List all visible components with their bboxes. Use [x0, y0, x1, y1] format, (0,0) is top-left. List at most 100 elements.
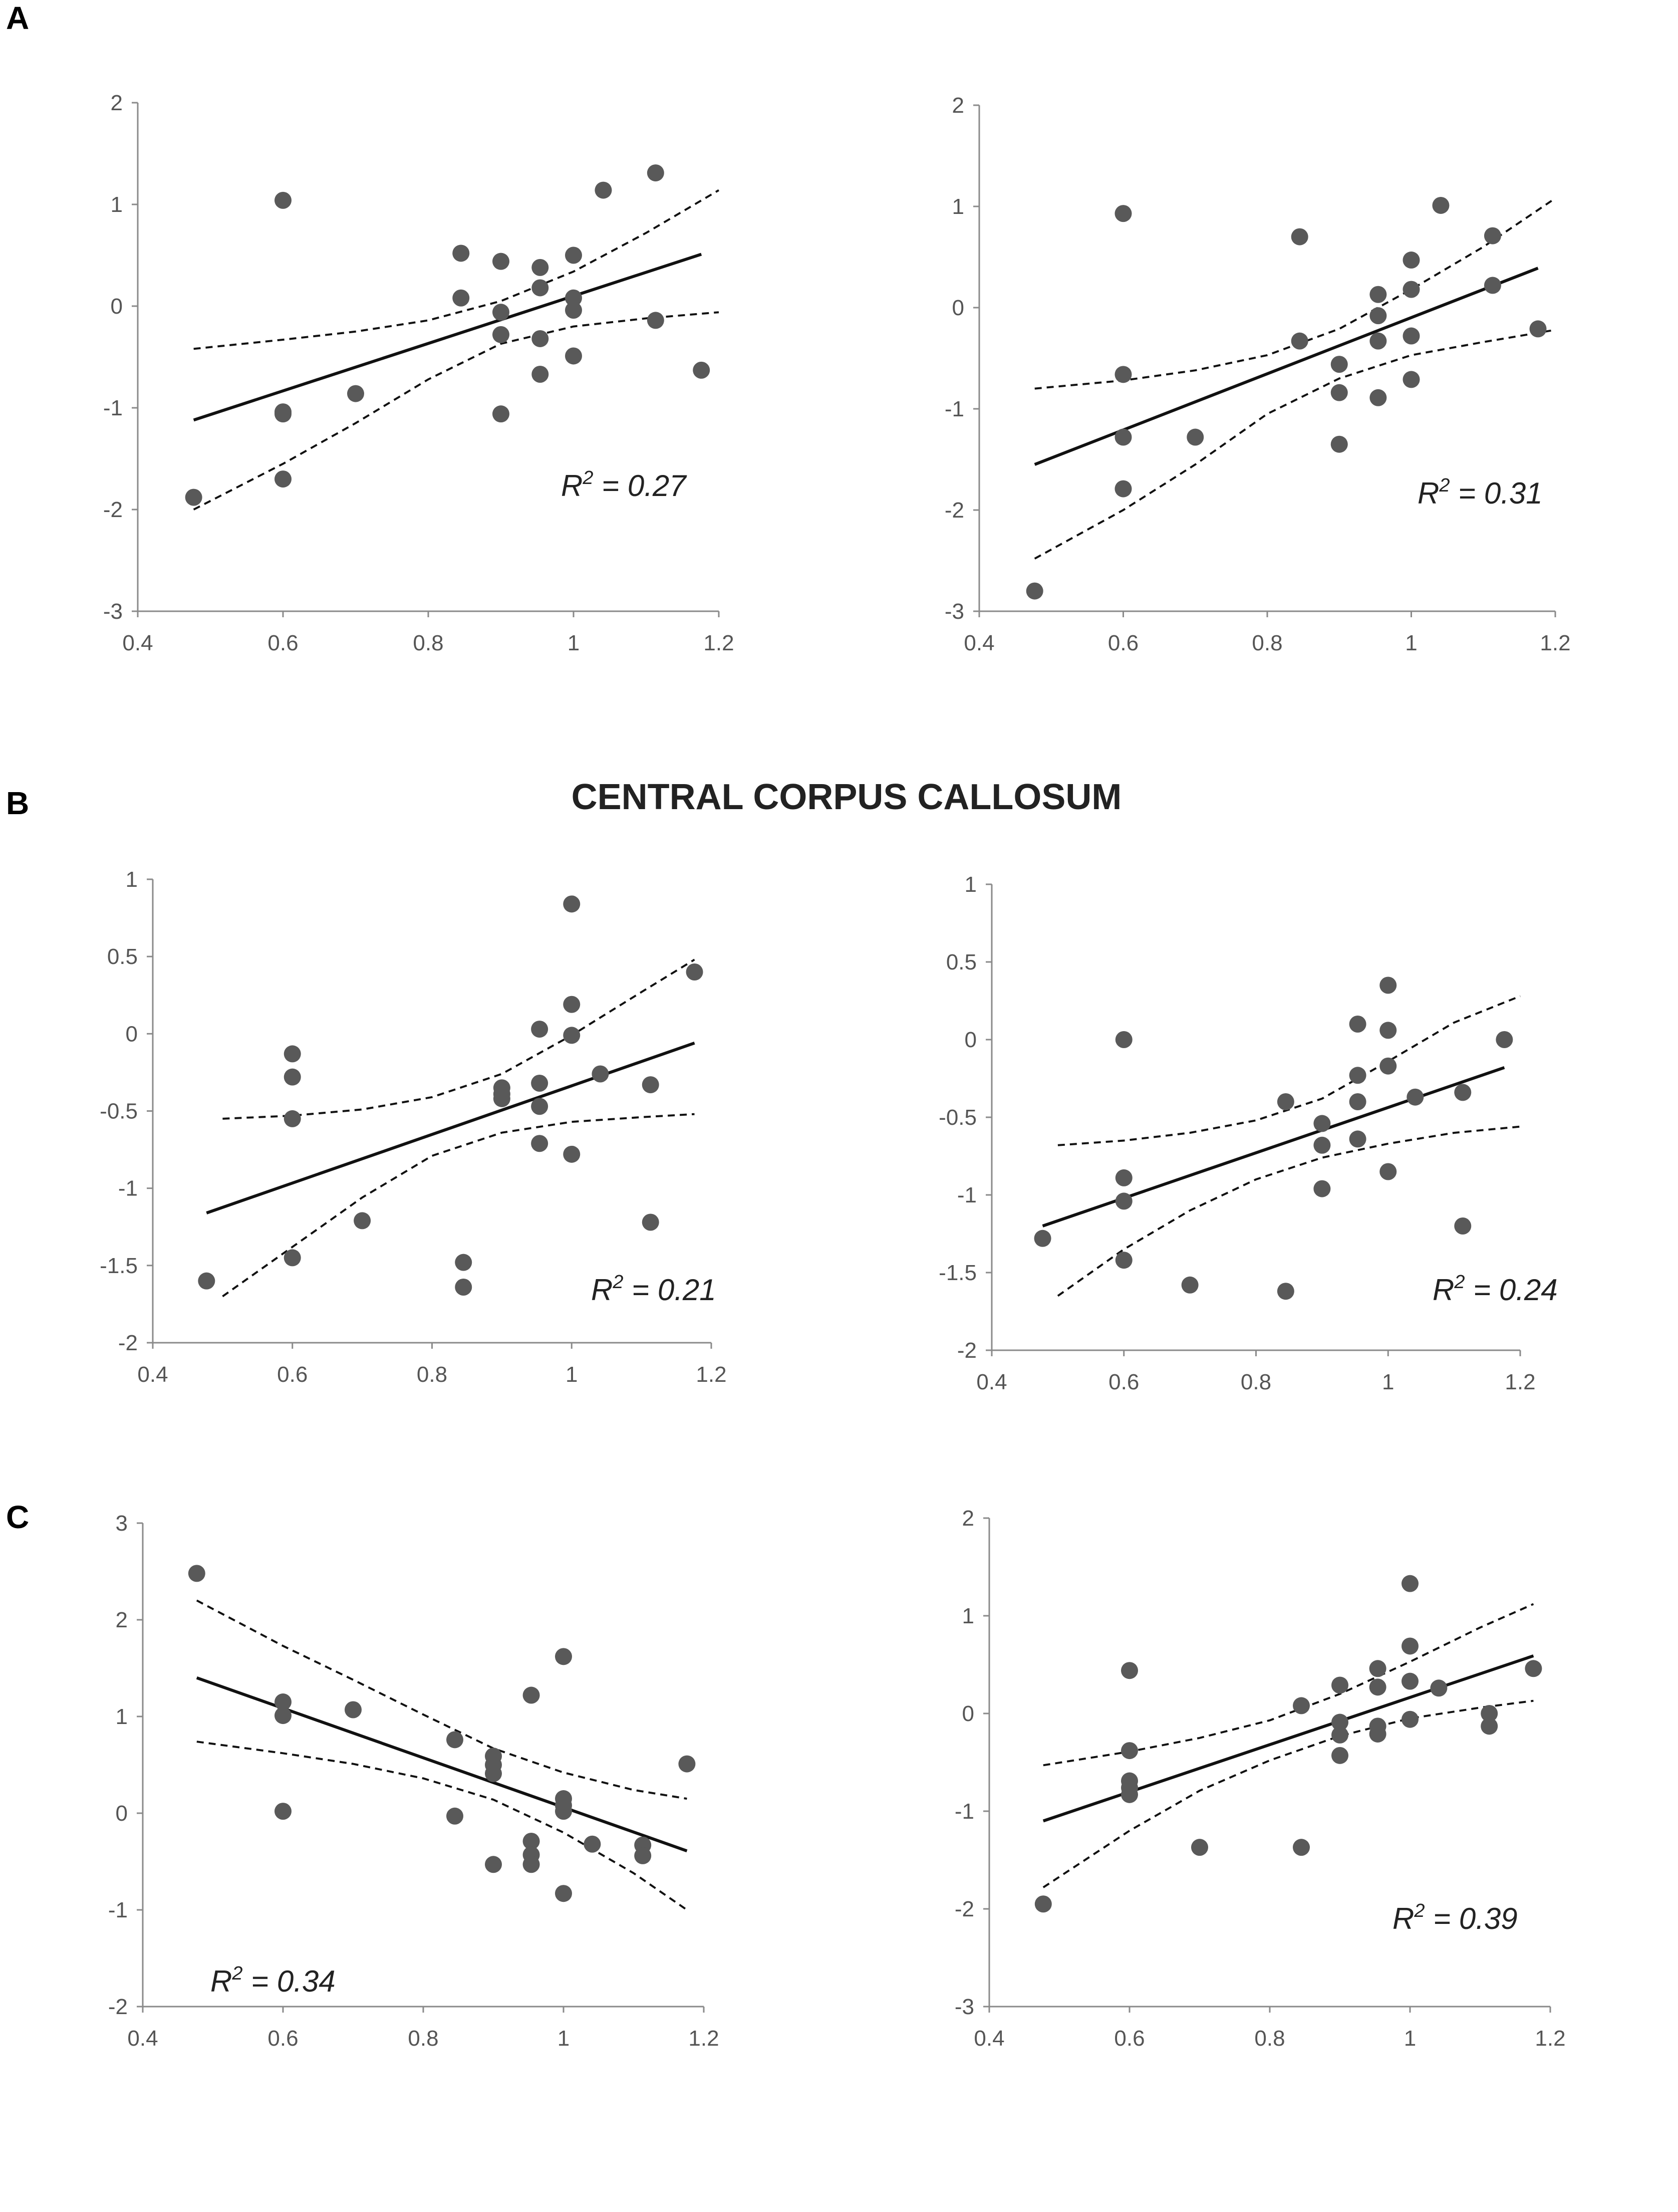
- x-tick-label: 1: [1382, 1370, 1394, 1394]
- data-point: [1277, 1283, 1294, 1300]
- data-point: [455, 1279, 472, 1296]
- data-point: [1484, 227, 1501, 244]
- x-tick-label: 0.8: [1254, 2026, 1285, 2051]
- y-tick-label: -2: [957, 1338, 977, 1363]
- data-point: [531, 1021, 548, 1038]
- y-tick-label: -2: [118, 1331, 138, 1355]
- y-tick-label: 0: [126, 1022, 138, 1046]
- data-point: [492, 405, 509, 423]
- data-point: [1330, 384, 1348, 401]
- y-tick-label: 0: [952, 296, 964, 320]
- y-tick-label: -1: [945, 397, 964, 421]
- data-point: [1187, 428, 1204, 446]
- data-point: [274, 1803, 292, 1820]
- r-squared-symbol: R: [1418, 476, 1439, 510]
- data-point: [678, 1755, 696, 1773]
- x-tick-label: 1: [568, 631, 580, 655]
- data-point: [693, 361, 710, 379]
- y-tick-label: -2: [945, 498, 964, 523]
- x-tick-label: 1.2: [703, 631, 734, 655]
- data-point: [1369, 1660, 1386, 1677]
- x-tick-label: 1: [566, 1362, 578, 1387]
- y-tick-label: 2: [111, 91, 123, 115]
- data-point: [1313, 1180, 1331, 1197]
- panel-letter-c: C: [6, 1499, 29, 1535]
- x-tick-label: 0.4: [127, 2026, 158, 2051]
- ci-lower-line: [222, 1113, 695, 1298]
- data-point: [274, 470, 292, 488]
- r-squared-symbol: R: [1433, 1273, 1454, 1307]
- r-squared-value: = 0.27: [593, 469, 687, 503]
- x-tick-label: 0.6: [277, 1362, 308, 1387]
- y-tick-label: 0: [965, 1028, 977, 1052]
- data-point: [446, 1807, 463, 1825]
- data-point: [522, 1832, 540, 1850]
- r-squared-annotation: R2 = 0.31: [1418, 475, 1543, 510]
- data-point: [565, 247, 582, 264]
- data-point: [1181, 1276, 1199, 1294]
- y-tick-label: 2: [116, 1608, 128, 1632]
- data-point: [565, 347, 582, 365]
- data-point: [274, 1707, 292, 1725]
- y-tick-label: -1: [103, 396, 123, 420]
- x-tick-label: 0.4: [974, 2026, 1004, 2051]
- x-tick-label: 1.2: [688, 2026, 719, 2051]
- data-point: [647, 164, 664, 182]
- data-point: [686, 963, 703, 980]
- data-point: [531, 259, 549, 276]
- x-tick-label: 0.6: [1108, 1370, 1139, 1394]
- x-tick-label: 1: [1404, 2026, 1416, 2051]
- data-point: [522, 1856, 540, 1873]
- data-point: [1430, 1679, 1448, 1697]
- data-point: [531, 1135, 548, 1152]
- y-tick-label: 0: [111, 294, 123, 319]
- y-tick-label: 2: [952, 93, 964, 118]
- data-point: [284, 1249, 301, 1267]
- y-tick-label: 1: [962, 1604, 974, 1628]
- data-point: [1313, 1136, 1331, 1154]
- data-point: [345, 1701, 362, 1718]
- data-point: [188, 1565, 205, 1582]
- chart-ad: -2 -1.5 -1 -0.5 0 0.5 1 0.4 0.6 0.8 1 1.2 R2 = 0.24: [939, 872, 1557, 1394]
- data-point: [1293, 1839, 1310, 1856]
- r-squared-superscript: 2: [231, 1963, 242, 1984]
- x-tick-label: 0.4: [122, 631, 153, 655]
- x-tick-label: 0.6: [267, 2026, 298, 2051]
- data-point: [1369, 307, 1387, 325]
- data-point: [1115, 1192, 1133, 1210]
- r-squared-superscript: 2: [1414, 1900, 1425, 1921]
- data-point: [1369, 389, 1387, 406]
- data-point: [563, 1027, 581, 1044]
- ci-upper-line: [196, 1599, 687, 1800]
- r-squared-superscript: 2: [612, 1272, 623, 1293]
- data-point: [1403, 252, 1420, 269]
- section-b-title: CENTRAL CORPUS CALLOSUM: [572, 777, 1122, 817]
- r-squared-value: = 0.39: [1425, 1902, 1517, 1935]
- data-point: [1114, 480, 1132, 498]
- data-point: [1331, 1726, 1348, 1744]
- x-tick-label: 0.4: [964, 631, 994, 655]
- panel-letter-a: A: [6, 0, 29, 36]
- data-point: [1525, 1660, 1542, 1677]
- x-tick-label: 0.6: [1108, 631, 1139, 655]
- data-point: [555, 1803, 572, 1820]
- data-point: [1379, 976, 1397, 994]
- x-tick-label: 0.6: [267, 631, 298, 655]
- x-tick-label: 1: [557, 2026, 570, 2051]
- r-squared-superscript: 2: [1454, 1272, 1465, 1293]
- data-point: [1369, 1678, 1386, 1696]
- r-squared-value: = 0.34: [242, 1964, 335, 1998]
- data-point: [1349, 1093, 1366, 1110]
- y-tick-label: -3: [955, 1995, 974, 2019]
- data-point: [1291, 228, 1308, 245]
- data-point: [1121, 1786, 1138, 1803]
- y-tick-label: 1: [965, 872, 977, 897]
- data-point: [563, 996, 581, 1013]
- chart-md: -2 -1.5 -1 -0.5 0 0.5 1 0.4 0.6 0.8 1 1.2 R2 = 0.21: [100, 867, 726, 1387]
- x-tick-label: 0.8: [413, 631, 443, 655]
- x-tick-label: 0.8: [408, 2026, 438, 2051]
- regression-line: [206, 1042, 695, 1214]
